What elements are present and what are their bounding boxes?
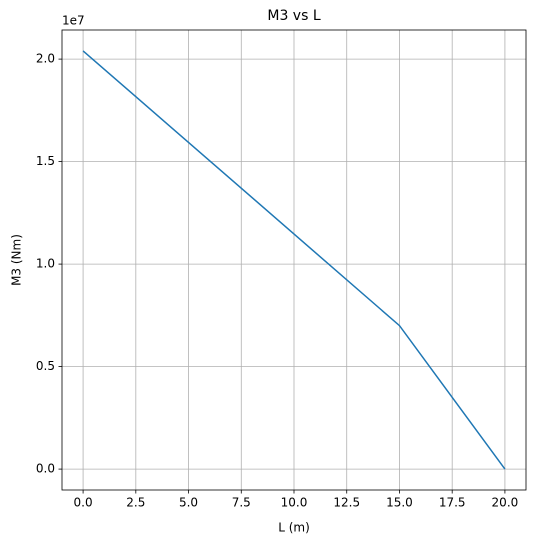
x-tick-label: 5.0 <box>179 496 198 510</box>
x-tick-label: 15.0 <box>386 496 413 510</box>
x-tick-label: 2.5 <box>126 496 145 510</box>
x-tick-label: 0.0 <box>74 496 93 510</box>
y-tick-label: 0.5 <box>36 359 55 373</box>
x-axis-label: L (m) <box>278 521 310 535</box>
x-tick-label: 17.5 <box>439 496 466 510</box>
y-tick-label: 1.0 <box>36 257 55 271</box>
x-tick-label: 12.5 <box>333 496 360 510</box>
x-tick-label: 7.5 <box>232 496 251 510</box>
y-tick-label: 2.0 <box>36 52 55 66</box>
x-tick-label: 20.0 <box>492 496 519 510</box>
chart-title: M3 vs L <box>267 8 320 24</box>
y-tick-label: 0.0 <box>36 462 55 476</box>
plot-frame <box>61 29 527 491</box>
y-tick-label: 1.5 <box>36 154 55 168</box>
y-offset-label: 1e7 <box>62 14 85 28</box>
x-tick-label: 10.0 <box>281 496 308 510</box>
y-axis-label: M3 (Nm) <box>10 234 24 286</box>
data-line <box>82 50 506 470</box>
